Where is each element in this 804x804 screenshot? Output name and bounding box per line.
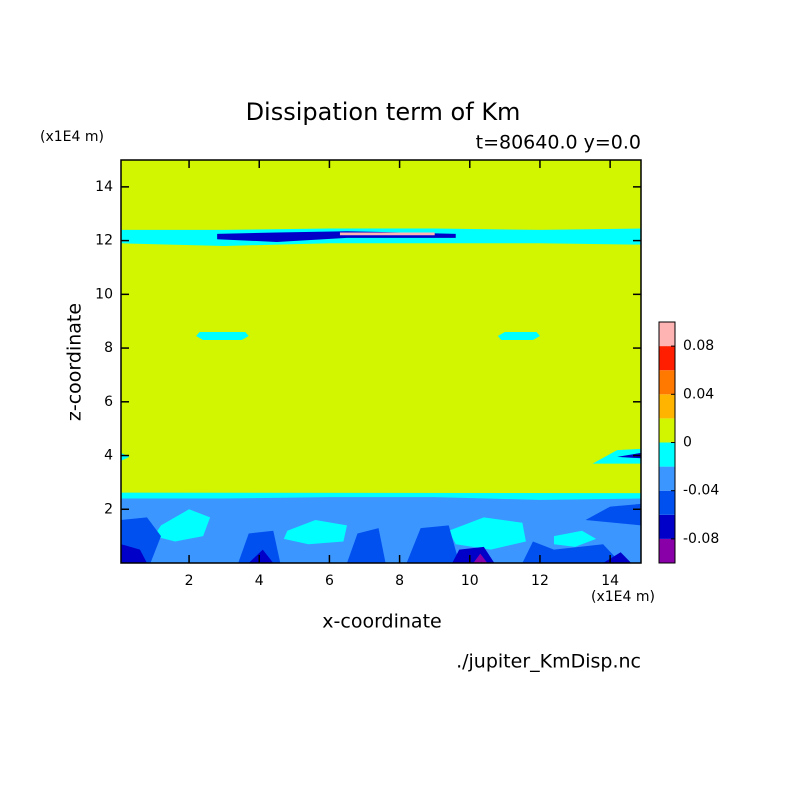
contour-region <box>121 160 641 563</box>
y-tick-label: 8 <box>104 340 113 356</box>
colorbar-swatch <box>659 538 675 563</box>
y-tick-label: 6 <box>104 394 113 410</box>
colorbar-swatch <box>659 514 675 539</box>
x-tick-label: 10 <box>461 573 479 589</box>
axes: 2 4 6 8 10 12 14 2 4 6 8 10 12 14 -0.08 -0.04 0 0.04 0.08 <box>95 159 719 589</box>
y-unit: (x1E4 m) <box>40 129 104 145</box>
contour-region <box>448 517 526 550</box>
x-tick-label: 8 <box>395 573 404 589</box>
colorbar-swatch <box>659 322 675 347</box>
chart-subtitle: t=80640.0 y=0.0 <box>476 132 641 154</box>
contour-region <box>346 528 386 563</box>
colorbar-tick-label: 0.08 <box>683 338 714 354</box>
colorbar-swatch <box>659 466 675 491</box>
x-tick-label: 6 <box>325 573 334 589</box>
contour-region <box>406 525 460 563</box>
plot-frame <box>120 159 642 564</box>
contour-region <box>121 544 147 563</box>
colorbar-tick-label: -0.08 <box>683 531 719 547</box>
x-tick-label: 14 <box>601 573 619 589</box>
colorbar-swatch <box>659 346 675 371</box>
footer: ./jupiter_KmDisp.nc <box>456 651 641 673</box>
contour-region <box>248 549 274 563</box>
contour-region <box>553 530 597 547</box>
x-unit: (x1E4 m) <box>591 589 655 605</box>
contour-region <box>585 503 641 526</box>
colorbar-swatch <box>659 442 675 467</box>
x-tick-label: 2 <box>185 573 194 589</box>
y-tick-label: 4 <box>104 448 113 464</box>
colorbar-tick-label: 0.04 <box>683 386 714 402</box>
contour-region <box>238 530 281 563</box>
colorbar-tick-label: -0.04 <box>683 483 719 499</box>
contour-region <box>473 553 488 563</box>
colorbar-swatch <box>659 394 675 419</box>
contour-region <box>153 509 211 542</box>
y-tick-label: 12 <box>95 233 113 249</box>
x-tick-label: 4 <box>255 573 264 589</box>
contour-region <box>339 232 435 236</box>
colorbar-swatch <box>659 418 675 443</box>
contour-region <box>196 331 249 341</box>
y-axis-label: z-coordinate <box>64 303 86 421</box>
colorbar-swatch <box>659 490 675 515</box>
contour-region <box>497 331 540 341</box>
y-tick-label: 14 <box>95 179 113 195</box>
x-axis-label: x-coordinate <box>322 611 441 633</box>
y-tick-label: 2 <box>104 501 113 517</box>
colorbar-swatch <box>659 370 675 395</box>
colorbar-tick-label: 0 <box>683 435 692 451</box>
y-tick-label: 10 <box>95 286 113 302</box>
contour-region <box>283 520 347 545</box>
contour-region <box>592 448 641 464</box>
contour-region <box>522 541 621 563</box>
plot-area <box>121 160 641 563</box>
x-tick-label: 12 <box>531 573 549 589</box>
chart-title: Dissipation term of Km <box>246 98 521 126</box>
contour-region <box>617 452 641 459</box>
